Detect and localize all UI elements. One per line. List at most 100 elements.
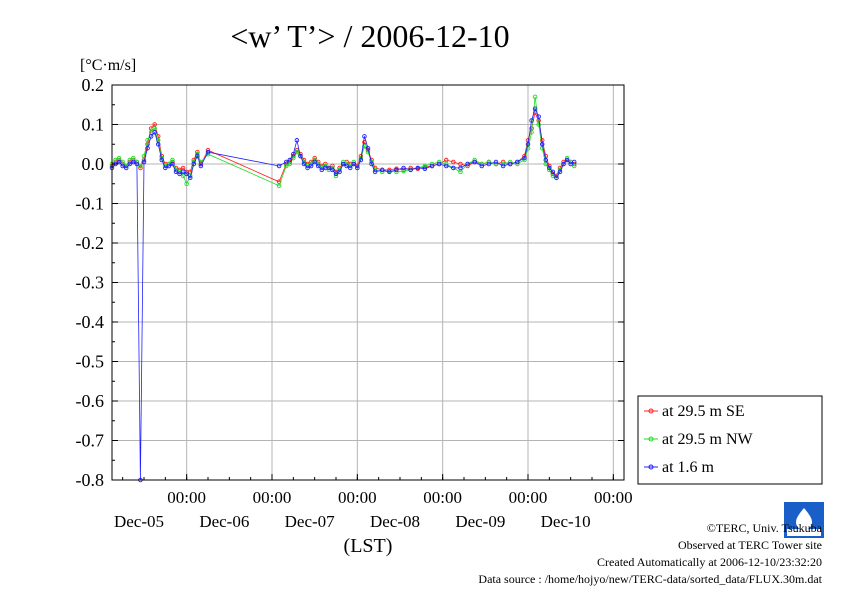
data-point xyxy=(120,163,125,169)
y-tick-label: -0.2 xyxy=(76,233,105,253)
data-point xyxy=(472,159,477,165)
data-point xyxy=(415,165,421,171)
y-tick-label: -0.3 xyxy=(76,273,105,293)
data-point xyxy=(550,169,556,175)
data-point xyxy=(536,122,541,127)
y-axis-unit-label: [°C·m/s] xyxy=(80,57,136,74)
data-point xyxy=(180,169,186,175)
y-tick-label: -0.4 xyxy=(76,312,105,332)
data-point xyxy=(443,163,449,169)
data-point xyxy=(187,175,193,181)
legend-swatch-marker xyxy=(648,436,654,442)
data-point xyxy=(138,163,143,169)
footer-created: Created Automatically at 2006-12-10/23:3… xyxy=(597,555,822,569)
data-point xyxy=(276,163,282,169)
legend-label: at 1.6 m xyxy=(662,459,715,476)
y-tick-label: -0.7 xyxy=(76,431,105,451)
data-point xyxy=(155,141,161,147)
data-point xyxy=(557,169,563,175)
data-point xyxy=(365,145,371,151)
data-point xyxy=(568,161,573,167)
x-tick-date-label: Dec-10 xyxy=(541,512,591,531)
legend-box xyxy=(637,395,823,485)
data-point xyxy=(308,163,314,169)
y-axis: 0.2 0.1 0.0 -0.1 -0.2 -0.3 -0.4 -0.5 -0.6 -0.7 -0.… xyxy=(76,75,624,490)
legend: at 29.5 m SE at 29.5 m NW at 1.6 m xyxy=(637,395,823,485)
data-point xyxy=(465,161,470,167)
data-point xyxy=(283,159,289,165)
x-tick-time-label: 00:00 xyxy=(594,488,633,507)
data-point xyxy=(532,94,538,100)
y-tick-label: 0.2 xyxy=(82,75,105,95)
data-point xyxy=(294,138,300,143)
data-point xyxy=(493,159,499,165)
data-point xyxy=(170,161,175,167)
x-axis-label: (LST) xyxy=(344,535,393,557)
data-point xyxy=(369,161,374,167)
x-tick-time-label: 00:00 xyxy=(509,488,548,507)
legend-swatch-marker xyxy=(648,464,654,470)
data-point xyxy=(340,161,346,167)
logo-drop xyxy=(796,508,812,530)
data-point xyxy=(387,169,392,175)
data-point xyxy=(134,161,140,167)
data-point xyxy=(394,167,399,173)
legend-label: at 29.5 m NW xyxy=(662,431,754,448)
series-layer xyxy=(109,94,577,483)
data-point xyxy=(351,161,357,167)
y-tick-label: 0.1 xyxy=(82,115,105,135)
data-point xyxy=(294,149,300,155)
x-tick-time-label: 00:00 xyxy=(423,488,462,507)
series-line xyxy=(111,107,575,481)
data-point xyxy=(315,163,321,169)
footer-source: Data source : /home/hojyo/new/TERC-data/… xyxy=(478,572,822,586)
data-point xyxy=(362,134,367,139)
data-point xyxy=(532,106,538,111)
data-point xyxy=(298,153,303,159)
data-point xyxy=(145,145,150,151)
data-point xyxy=(458,165,463,171)
data-point xyxy=(543,157,549,163)
data-point xyxy=(344,163,349,169)
data-point xyxy=(507,161,513,167)
data-point xyxy=(195,153,200,159)
data-point xyxy=(536,114,541,119)
data-point xyxy=(198,163,204,169)
data-point xyxy=(163,165,168,171)
series-2 xyxy=(109,106,577,483)
data-point xyxy=(479,163,485,169)
data-point xyxy=(205,149,211,155)
footer: ©TERC, Univ. Tsukuba Observed at TERC To… xyxy=(478,520,822,588)
data-point xyxy=(312,159,317,165)
data-point xyxy=(333,171,339,177)
x-tick-date-label: Dec-07 xyxy=(285,512,336,531)
data-point xyxy=(159,157,165,163)
footer-copyright: ©TERC, Univ. Tsukuba xyxy=(706,521,822,535)
grid-lines xyxy=(112,85,624,480)
data-point xyxy=(177,171,182,177)
data-point xyxy=(564,157,570,163)
y-tick-label: -0.8 xyxy=(76,470,105,490)
data-point xyxy=(401,165,406,171)
y-tick-label: 0.0 xyxy=(82,154,105,174)
x-tick-date-label: Dec-08 xyxy=(370,512,420,531)
data-point xyxy=(379,167,385,173)
x-tick-time-label: 00:00 xyxy=(253,488,292,507)
x-tick-date-label: Dec-09 xyxy=(455,512,505,531)
data-point xyxy=(347,165,353,171)
logo-band xyxy=(787,529,821,536)
terc-logo-icon xyxy=(784,502,824,538)
data-point xyxy=(436,161,442,167)
data-point xyxy=(561,161,566,167)
data-point xyxy=(571,159,577,165)
y-tick-label: -0.6 xyxy=(76,391,105,411)
data-point xyxy=(422,166,428,171)
data-point xyxy=(337,169,342,175)
legend-swatch-marker xyxy=(648,408,654,414)
data-point xyxy=(191,161,197,167)
data-point xyxy=(141,159,147,165)
x-tick-time-label: 00:00 xyxy=(338,488,377,507)
data-point xyxy=(547,165,552,171)
data-point xyxy=(123,165,129,171)
